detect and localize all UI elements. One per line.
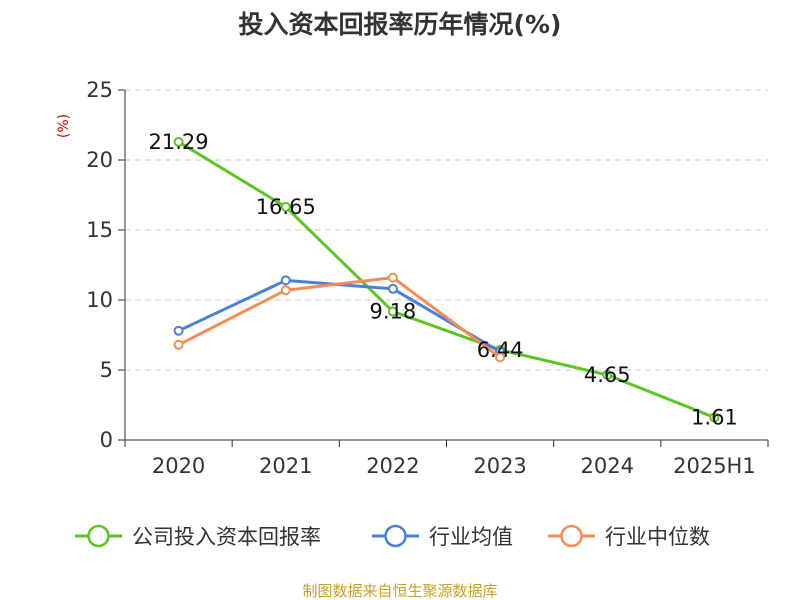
series-group <box>173 136 720 423</box>
grid-lines <box>125 89 768 371</box>
x-tick-label: 2021 <box>259 454 312 478</box>
data-point <box>173 325 184 336</box>
legend[interactable]: 公司投入资本回报率 行业均值 行业中位数 <box>75 524 710 549</box>
legend-marker-icon <box>384 524 407 548</box>
x-tick-label: 2020 <box>152 454 205 478</box>
y-tick-label: 25 <box>86 78 113 102</box>
data-label: 1.61 <box>691 405 738 429</box>
legend-marker-icon <box>560 524 583 548</box>
data-point <box>709 412 720 423</box>
data-point <box>280 275 291 286</box>
source-note: 制图数据来自恒生聚源数据库 <box>302 582 497 600</box>
data-point <box>387 272 398 283</box>
y-axis-label: (%) <box>56 114 72 138</box>
series-line <box>177 278 501 354</box>
data-point <box>280 285 291 296</box>
legend-marker-icon <box>87 524 110 548</box>
data-point <box>280 201 291 212</box>
y-tick-label: 10 <box>86 288 113 312</box>
y-tick-label: 0 <box>100 428 113 452</box>
legend-item-2[interactable]: 行业均值 <box>372 524 513 549</box>
series-1 <box>173 136 720 423</box>
x-tick-label: 2022 <box>366 454 419 478</box>
data-point <box>495 352 506 363</box>
y-tick-label: 5 <box>100 358 113 382</box>
axes: 0 5 10 15 20 25 2020 2021 2022 2023 2024 2025H1 <box>86 78 769 478</box>
legend-item-1[interactable]: 公司投入资本回报率 <box>75 524 321 549</box>
y-tick-label: 15 <box>86 218 113 242</box>
data-point <box>387 306 398 317</box>
legend-label: 行业中位数 <box>605 525 710 549</box>
y-tick-label: 20 <box>86 148 113 172</box>
series-line <box>177 140 715 419</box>
data-point <box>173 339 184 350</box>
data-label: 6.44 <box>477 338 524 362</box>
data-point <box>602 369 613 380</box>
x-tick-label: 2023 <box>473 454 526 478</box>
data-point <box>173 136 184 147</box>
legend-label: 公司投入资本回报率 <box>132 525 321 549</box>
data-label: 4.65 <box>584 363 631 387</box>
x-tick-label: 2025H1 <box>673 454 756 478</box>
series-line <box>177 276 501 359</box>
data-point <box>387 283 398 294</box>
x-tick-label: 2024 <box>581 454 634 478</box>
series-2 <box>173 275 506 357</box>
legend-item-3[interactable]: 行业中位数 <box>548 524 710 549</box>
data-label: 9.18 <box>370 299 417 323</box>
legend-label: 行业均值 <box>429 525 513 549</box>
data-label: 21.29 <box>149 130 209 154</box>
series-3 <box>173 272 506 363</box>
chart-title: 投入资本回报率历年情况(%) <box>239 10 562 39</box>
data-labels: 21.29 16.65 9.18 6.44 4.65 1.61 <box>149 130 738 430</box>
data-label: 16.65 <box>256 195 316 219</box>
